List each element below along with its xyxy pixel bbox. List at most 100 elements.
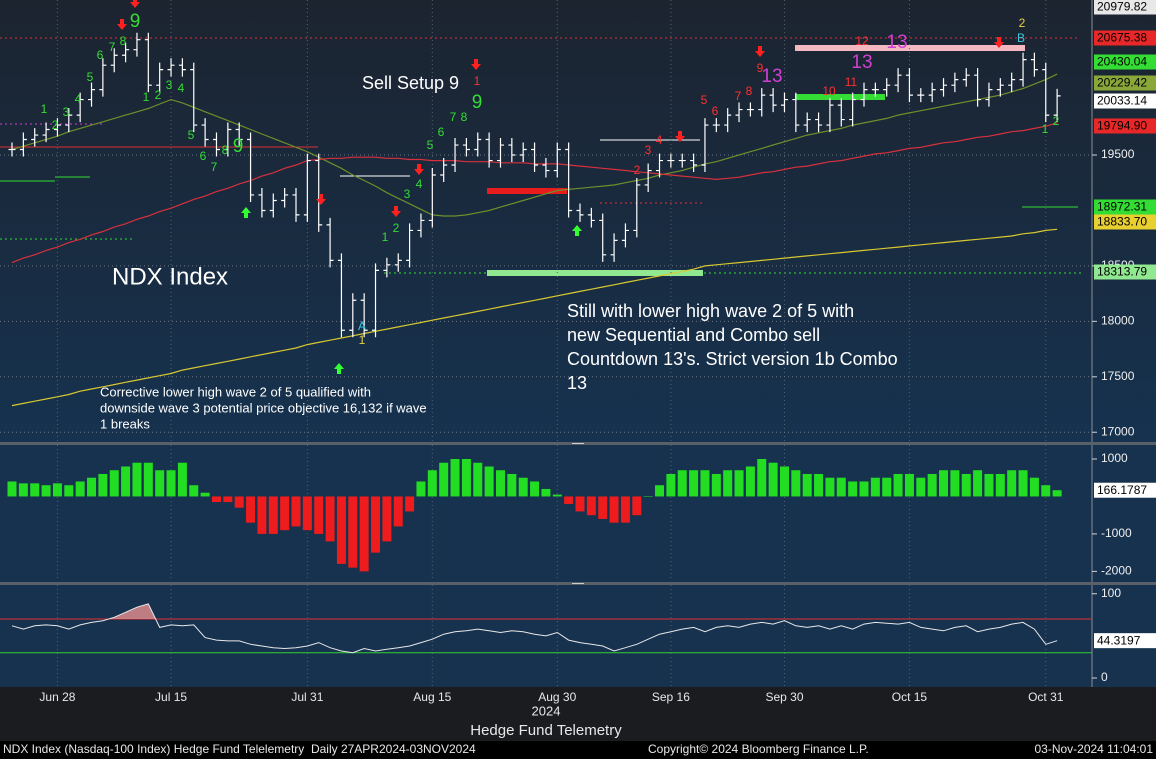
study-label: 2: [634, 163, 641, 177]
price-bar: [1030, 52, 1038, 77]
study-label: 2: [52, 118, 59, 132]
momentum-bar: [916, 477, 926, 497]
momentum-bar: [620, 496, 630, 523]
footer-band: [0, 741, 1156, 759]
level-label-box: [1094, 93, 1156, 109]
momentum-bar: [75, 481, 85, 497]
y-tick-label: 18000: [1101, 314, 1135, 328]
momentum-bar: [325, 496, 335, 542]
study-label: 8: [120, 34, 127, 48]
momentum-bar: [507, 473, 517, 497]
price-bar: [985, 82, 993, 107]
price-bar: [917, 88, 925, 103]
study-label: B: [1017, 31, 1025, 45]
momentum-bar: [495, 470, 505, 497]
momentum-bar: [518, 477, 528, 497]
price-bar: [1008, 72, 1016, 93]
price-bar: [42, 122, 50, 143]
momentum-bar: [416, 481, 426, 497]
price-bar: [621, 223, 629, 248]
study-label: 6: [438, 125, 445, 139]
study-label: 4: [416, 177, 423, 191]
price-bar: [519, 142, 527, 163]
study-label: 13: [851, 52, 872, 73]
study-label: 9: [233, 136, 244, 157]
momentum-bar: [427, 470, 437, 497]
price-bar: [667, 153, 675, 168]
study-label: 1: [359, 333, 366, 347]
y-tick-label: 19500: [1101, 147, 1135, 161]
study-label: 3: [645, 143, 652, 157]
study-label: 8: [746, 84, 753, 98]
price-bar: [553, 142, 561, 178]
y-tick-label: -2000: [1101, 564, 1132, 578]
momentum-bar: [461, 458, 471, 497]
x-tick-label: Jul 31: [291, 690, 323, 704]
level-bar: [487, 270, 703, 276]
x-tick-label: Oct 15: [892, 690, 928, 704]
momentum-bar: [52, 483, 62, 497]
study-label: 8: [222, 143, 229, 157]
momentum-bar: [336, 496, 346, 564]
price-bar: [678, 153, 686, 168]
momentum-bar: [643, 496, 653, 497]
price-bar: [758, 88, 766, 117]
level-label-box: [1094, 0, 1156, 15]
price-bar: [928, 82, 936, 103]
level-label: 18313.79: [1097, 265, 1147, 279]
y-tick-label: 17000: [1101, 424, 1135, 438]
x-tick-label: Aug 15: [413, 690, 451, 704]
price-bar: [724, 108, 732, 133]
momentum-bar: [598, 496, 608, 519]
momentum-bar: [904, 473, 914, 497]
momentum-bar: [1018, 470, 1028, 497]
x-axis-year: 2024: [532, 703, 561, 718]
moving-average-line: [11, 228, 1058, 407]
level-label: 20033.14: [1097, 94, 1147, 108]
price-bar: [337, 253, 345, 338]
level-label-box: [1094, 75, 1156, 91]
study-label: 4: [75, 92, 82, 106]
momentum-bar: [666, 473, 676, 497]
sell-arrow: [130, 0, 140, 8]
price-bar: [769, 88, 777, 113]
x-axis-band: [0, 687, 1156, 741]
price-bar: [8, 142, 16, 157]
momentum-bar: [655, 485, 665, 497]
momentum-bar: [836, 477, 846, 497]
momentum-bar: [234, 496, 244, 508]
price-bar: [1053, 88, 1061, 123]
momentum-bar: [246, 496, 256, 523]
price-bar: [133, 32, 141, 57]
price-bar: [803, 112, 811, 133]
momentum-bar: [711, 473, 721, 497]
annotation: new Sequential and Combo sell: [567, 325, 820, 345]
study-label: 5: [188, 128, 195, 142]
study-label: 9: [757, 61, 764, 75]
x-axis-title: Hedge Fund Telemetry: [470, 722, 622, 739]
momentum-bar: [1052, 490, 1062, 497]
study-label: 2: [393, 221, 400, 235]
level-bar: [795, 45, 1025, 51]
last-value-label: 166.1787: [1097, 483, 1147, 497]
momentum-bar: [405, 496, 415, 512]
chart-title: NDX Index: [112, 263, 228, 290]
momentum-bar: [1041, 485, 1051, 497]
price-bar: [31, 128, 39, 147]
price-bar: [712, 118, 720, 133]
momentum-bar: [779, 466, 789, 497]
study-label: A: [358, 319, 366, 333]
level-label: 18972.31: [1097, 200, 1147, 214]
level-label: 20229.42: [1097, 76, 1147, 90]
moving-average-line: [11, 73, 1058, 217]
oscillator-panel: [0, 585, 1156, 687]
level-label: 20430.04: [1097, 55, 1147, 69]
study-label: 5: [427, 138, 434, 152]
x-tick-label: Sep 30: [765, 690, 803, 704]
price-bar: [599, 213, 607, 262]
price-bar: [962, 68, 970, 87]
momentum-bar: [393, 496, 403, 527]
momentum-bar: [768, 462, 778, 497]
momentum-bar: [723, 470, 733, 497]
sell-arrow: [391, 206, 401, 217]
